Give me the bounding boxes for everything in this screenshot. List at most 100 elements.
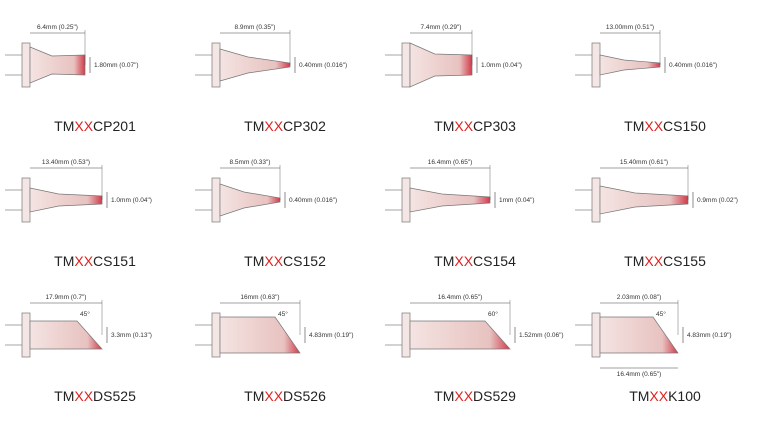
dim-label: 7.4mm (0.29") <box>421 24 462 31</box>
name-prefix: TM <box>624 118 644 134</box>
name-code: XX <box>264 118 283 134</box>
name-prefix: TM <box>434 388 454 404</box>
collar <box>591 177 601 223</box>
tip-body <box>599 185 689 215</box>
dim-label: 1.80mm (0.07") <box>94 62 139 69</box>
tip-body <box>599 54 661 76</box>
name-code: XX <box>74 118 93 134</box>
name-code: XX <box>454 388 473 404</box>
name-prefix: TM <box>54 253 74 269</box>
name-model: CS154 <box>473 253 516 269</box>
name-model: CP302 <box>283 118 326 134</box>
dim-label: 0.40mm (0.016") <box>669 62 717 69</box>
model-name: TMXXCP302 <box>244 118 326 134</box>
dim-label: 1.0mm (0.04") <box>111 197 152 204</box>
model-name: TMXXCP201 <box>54 118 136 134</box>
dim-label: 0.40mm (0.016") <box>299 62 347 69</box>
dim-label: 4.83mm (0.19") <box>687 332 732 339</box>
tip-body <box>29 187 103 213</box>
model-name: TMXXDS525 <box>54 388 136 404</box>
collar <box>401 312 411 358</box>
tip-body <box>219 48 291 82</box>
dim-label: 2.03mm (0.08") <box>617 294 662 301</box>
tip-body <box>219 183 281 217</box>
tip-cell: 8.5mm (0.33") 0.40mm (0.016") TMXXCS152 <box>195 159 337 269</box>
dim-label: 13.00mm (0.51") <box>606 24 654 31</box>
name-model: CS152 <box>283 253 326 269</box>
tip-cell: 6.4mm (0.25") 1.80mm (0.07") TMXXCP201 <box>5 24 139 134</box>
name-code: XX <box>454 253 473 269</box>
dim-label: 4.83mm (0.19") <box>309 332 354 339</box>
tip-cell: 17.9mm (0.7") 3.3mm (0.13") 45° TMXXDS525 <box>5 294 152 404</box>
tip-body <box>29 320 103 350</box>
collar <box>21 177 31 223</box>
model-name: TMXXCS150 <box>624 118 706 134</box>
dim-label: 16.4mm (0.65") <box>617 371 662 378</box>
tip-body <box>409 320 511 350</box>
name-model: DS526 <box>283 388 326 404</box>
angle-label: 45° <box>656 310 666 318</box>
dim-label: 1.0mm (0.04") <box>481 62 522 69</box>
tip-cell: 13.40mm (0.53") 1.0mm (0.04") TMXXCS151 <box>5 159 152 269</box>
tip-cell: 16.4mm (0.65") 1.52mm (0.06") 60° TMXXDS529 <box>385 294 564 404</box>
tip-body <box>409 187 491 213</box>
collar <box>21 42 31 88</box>
tip-body <box>29 46 86 84</box>
model-name: TMXXCS154 <box>434 253 516 269</box>
name-code: XX <box>649 388 668 404</box>
tip-cell: 16.4mm (0.65") 1mm (0.04") TMXXCS154 <box>385 159 535 269</box>
dim-label: 3.3mm (0.13") <box>111 332 152 339</box>
dim-label: 1mm (0.04") <box>499 197 535 204</box>
collar <box>21 312 31 358</box>
model-name: TMXXDS529 <box>434 388 516 404</box>
name-prefix: TM <box>434 118 454 134</box>
dim-label: 13.40mm (0.53") <box>42 159 90 166</box>
collar <box>211 177 221 223</box>
dim-label: 6.4mm (0.25") <box>37 24 78 31</box>
name-code: XX <box>74 253 93 269</box>
name-prefix: TM <box>624 253 644 269</box>
dim-label: 16mm (0.63") <box>240 294 279 301</box>
angle-label: 60° <box>488 310 498 318</box>
tip-body <box>409 42 473 88</box>
tip-cell: 8.9mm (0.35") 0.40mm (0.016") TMXXCP302 <box>195 24 347 134</box>
collar <box>591 42 601 88</box>
angle-label: 45° <box>278 310 288 318</box>
dim-label: 15.40mm (0.61") <box>620 159 668 166</box>
dim-label: 16.4mm (0.65") <box>428 159 473 166</box>
tip-cell: 16mm (0.63") 4.83mm (0.19") 45° TMXXDS526 <box>195 294 354 404</box>
name-model: CP303 <box>473 118 516 134</box>
name-prefix: TM <box>244 388 264 404</box>
name-code: XX <box>74 388 93 404</box>
tip-body <box>219 316 301 354</box>
tip-cell: 15.40mm (0.61") 0.9mm (0.02") TMXXCS155 <box>575 159 738 269</box>
dim-label: 1.52mm (0.06") <box>519 332 564 339</box>
name-model: DS529 <box>473 388 516 404</box>
collar <box>401 177 411 223</box>
name-model: DS525 <box>93 388 136 404</box>
dim-label: 0.40mm (0.016") <box>289 197 337 204</box>
name-prefix: TM <box>434 253 454 269</box>
name-model: CS150 <box>663 118 706 134</box>
name-code: XX <box>644 118 663 134</box>
dim-label: 8.5mm (0.33") <box>230 159 271 166</box>
dim-label: 8.9mm (0.35") <box>235 24 276 31</box>
dim-label: 17.9mm (0.7") <box>46 294 87 301</box>
tip-cell: 2.03mm (0.08") 4.83mm (0.19") 45° 16.4mm (0… <box>575 294 732 404</box>
name-model: K100 <box>668 388 701 404</box>
name-code: XX <box>264 253 283 269</box>
name-code: XX <box>454 118 473 134</box>
model-name: TMXXK100 <box>629 388 701 404</box>
dim-label: 0.9mm (0.02") <box>697 197 738 204</box>
collar <box>211 42 221 88</box>
tip-cell: 13.00mm (0.51") 0.40mm (0.016") TMXXCS150 <box>575 24 717 134</box>
name-code: XX <box>644 253 663 269</box>
model-name: TMXXCS152 <box>244 253 326 269</box>
name-model: CS155 <box>663 253 706 269</box>
name-prefix: TM <box>54 388 74 404</box>
model-name: TMXXCS151 <box>54 253 136 269</box>
name-model: CP201 <box>93 118 136 134</box>
name-model: CS151 <box>93 253 136 269</box>
tip-body <box>599 316 679 354</box>
angle-label: 45° <box>80 310 90 318</box>
